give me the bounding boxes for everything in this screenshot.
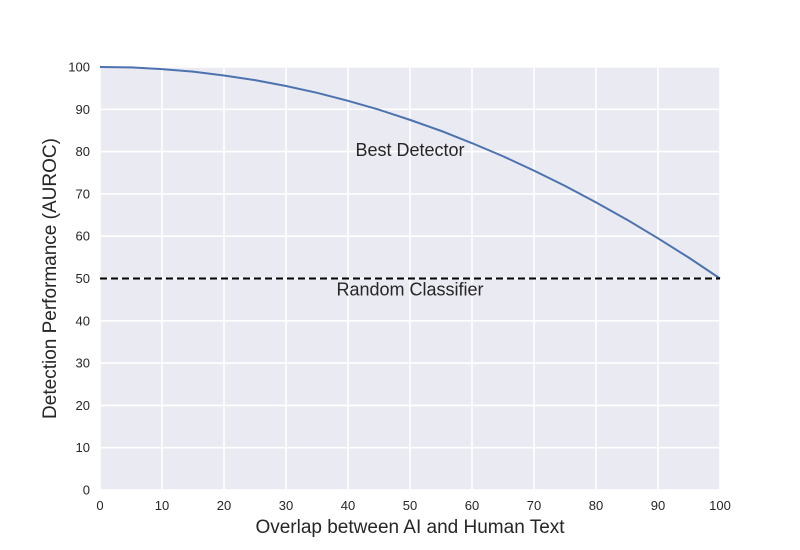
x-axis-ticks: 0 10 20 30 40 50 60 70 80 90 100 xyxy=(96,498,730,513)
x-axis-title: Overlap between AI and Human Text xyxy=(255,517,565,538)
y-tick-label: 80 xyxy=(76,144,90,159)
y-tick-label: 60 xyxy=(76,229,90,244)
x-tick-label: 0 xyxy=(96,498,103,513)
x-tick-label: 60 xyxy=(465,498,479,513)
series-lines xyxy=(99,66,721,280)
x-tick-label: 100 xyxy=(709,498,731,513)
x-tick-label: 80 xyxy=(589,498,603,513)
y-tick-label: 40 xyxy=(76,313,90,328)
annotations: Best Detector Random Classifier xyxy=(336,140,483,300)
y-axis-ticks: 0 10 20 30 40 50 60 70 80 90 100 xyxy=(68,60,90,498)
x-tick-label: 50 xyxy=(403,498,417,513)
y-tick-label: 10 xyxy=(76,440,90,455)
best-detector-annotation: Best Detector xyxy=(355,140,464,160)
y-tick-label: 20 xyxy=(76,398,90,413)
best-detector-line xyxy=(99,66,721,280)
x-tick-label: 90 xyxy=(651,498,665,513)
y-tick-label: 100 xyxy=(68,60,90,75)
y-tick-label: 30 xyxy=(76,356,90,371)
x-tick-label: 40 xyxy=(341,498,355,513)
x-tick-label: 10 xyxy=(155,498,169,513)
random-classifier-annotation: Random Classifier xyxy=(336,279,483,299)
y-tick-label: 50 xyxy=(76,271,90,286)
y-axis-title: Detection Performance (AUROC) xyxy=(40,138,61,419)
y-tick-label: 0 xyxy=(83,483,90,498)
x-tick-label: 20 xyxy=(217,498,231,513)
x-tick-label: 70 xyxy=(527,498,541,513)
y-tick-label: 90 xyxy=(76,102,90,117)
x-tick-label: 30 xyxy=(279,498,293,513)
y-tick-label: 70 xyxy=(76,186,90,201)
